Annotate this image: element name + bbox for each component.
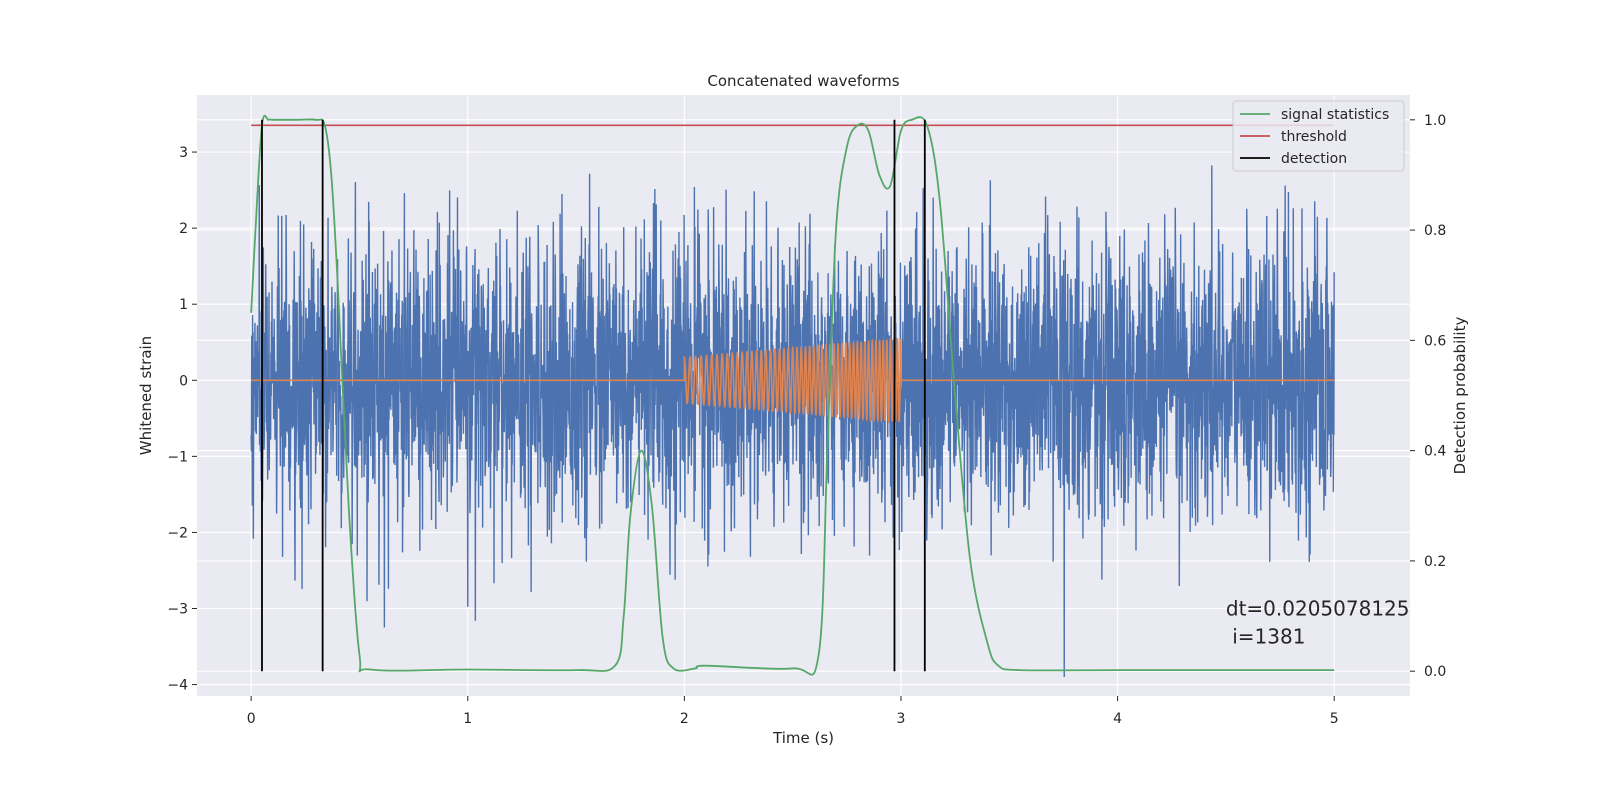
y-right-tick-label: 0.8 — [1424, 223, 1446, 239]
legend: signal statistics threshold detection — [1232, 100, 1405, 172]
y-axis-label-right: Detection probability — [1451, 317, 1469, 475]
annotation: dt=0.0205078125 i=1381 — [1226, 597, 1410, 649]
y-left-tick-label: −3 — [167, 602, 188, 618]
y-left-tick-label: −2 — [167, 525, 188, 541]
annotation-index: i=1381 — [1226, 625, 1306, 649]
y-left-tick-label: −4 — [167, 678, 188, 694]
y-left-tick-label: −1 — [167, 449, 188, 465]
x-axis-label: Time (s) — [772, 729, 834, 747]
ticks: 0 1 2 3 4 5 −4 −3 −2 −1 0 1 2 3 0.0 0.2 0.4 0.6 0.8 1.0 — [167, 113, 1446, 727]
y-left-tick-label: 3 — [179, 145, 188, 161]
y-left-tick-label: 2 — [179, 221, 188, 237]
x-tick-label: 1 — [463, 711, 472, 727]
series-injected-waveform — [251, 337, 1335, 424]
x-tick-label: 2 — [680, 711, 689, 727]
legend-entry-signal-statistics: signal statistics — [1281, 107, 1389, 123]
annotation-dt: dt=0.0205078125 — [1226, 597, 1410, 621]
series-whitened-strain — [250, 165, 1335, 677]
x-tick-label: 4 — [1113, 711, 1122, 727]
chart-title: Concatenated waveforms — [707, 72, 899, 90]
x-tick-label: 0 — [247, 711, 256, 727]
legend-box — [1232, 100, 1405, 172]
series-signal-statistics — [250, 114, 1335, 676]
y-right-tick-label: 0.2 — [1424, 554, 1446, 570]
y-left-tick-label: 0 — [179, 373, 188, 389]
y-axis-label-left: Whitened strain — [137, 336, 155, 455]
series-layer — [250, 114, 1335, 677]
y-left-tick-label: 1 — [179, 297, 188, 313]
y-right-tick-label: 0.6 — [1424, 333, 1446, 349]
legend-entry-detection: detection — [1281, 151, 1347, 167]
y-right-tick-label: 0.0 — [1424, 664, 1446, 680]
x-tick-label: 5 — [1330, 711, 1339, 727]
y-right-tick-label: 0.4 — [1424, 444, 1446, 460]
x-tick-label: 3 — [897, 711, 906, 727]
y-right-tick-label: 1.0 — [1424, 113, 1446, 129]
legend-entry-threshold: threshold — [1281, 129, 1347, 145]
